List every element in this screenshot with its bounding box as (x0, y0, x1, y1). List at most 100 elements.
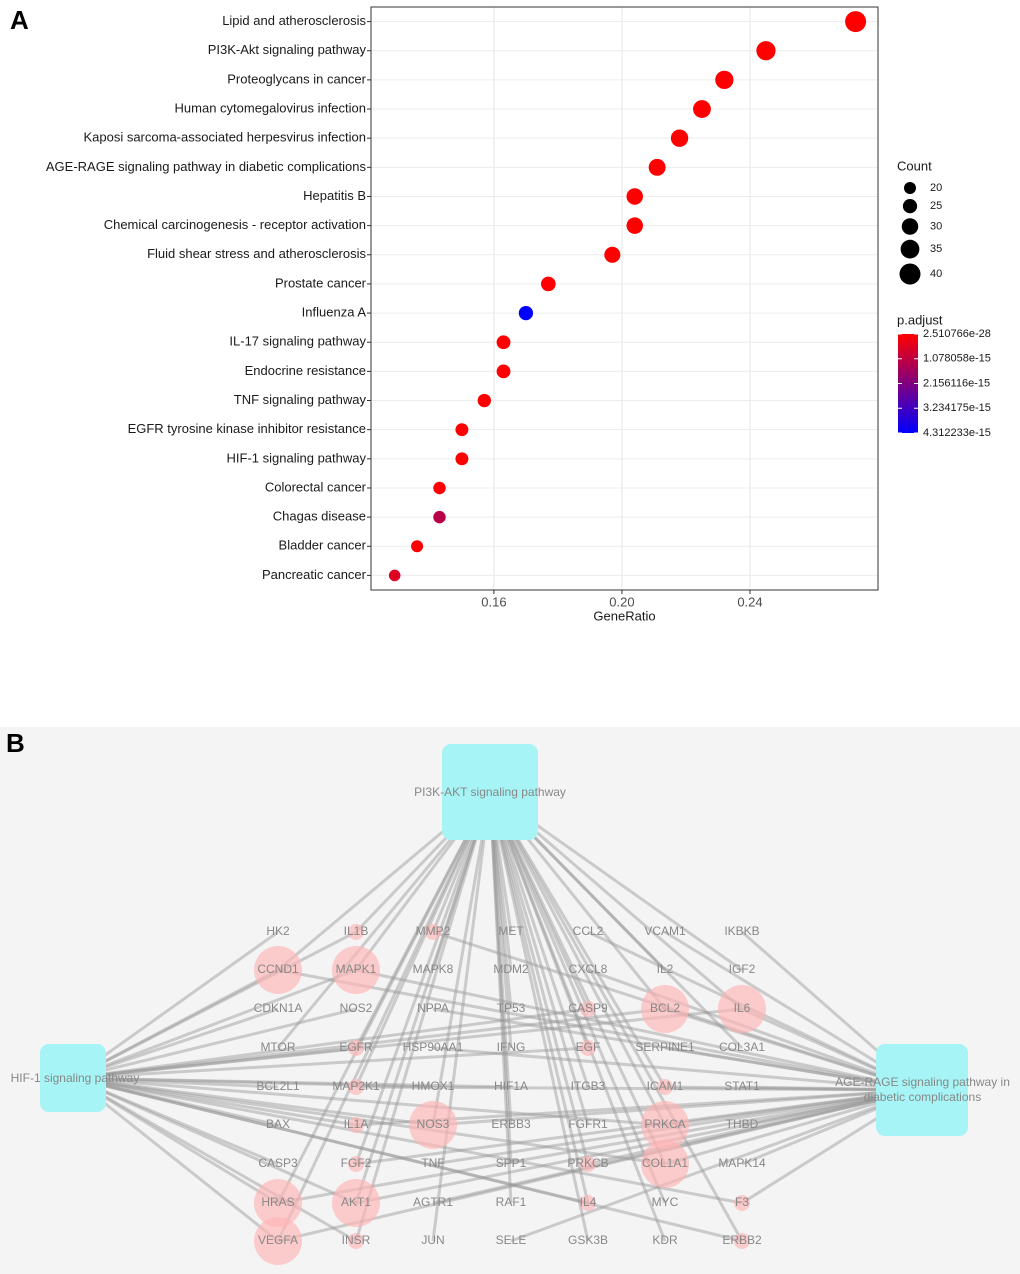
edge (488, 791, 590, 1088)
gene-label: RAF1 (496, 1195, 527, 1209)
gene-node (425, 924, 441, 940)
dot (715, 70, 734, 90)
gene-label: CDKN1A (254, 1001, 303, 1015)
gene-label: ICAM1 (647, 1079, 684, 1093)
gene-node (409, 1101, 457, 1149)
y-tick-label: EGFR tyrosine kinase inhibitor resistanc… (128, 421, 366, 436)
edge (276, 791, 492, 1242)
gene-node (348, 1079, 364, 1095)
gene-label: STAT1 (724, 1079, 760, 1093)
edge (276, 791, 492, 1204)
dot (845, 11, 867, 33)
gene-node (641, 1140, 689, 1188)
gene-label: COL3A1 (719, 1040, 765, 1054)
edge (488, 791, 590, 1204)
edge (432, 1007, 923, 1092)
edge (277, 1088, 923, 1243)
gene-node (718, 985, 766, 1033)
edge (277, 968, 923, 1092)
edge (431, 791, 492, 1242)
gene-node (580, 1156, 596, 1172)
edge (72, 1076, 279, 1089)
edge (510, 1088, 923, 1243)
y-tick-label: Endocrine resistance (245, 363, 366, 378)
y-tick-label: Bladder cancer (279, 538, 367, 553)
gene-label: BCL2L1 (256, 1079, 300, 1093)
gene-label: HIF1A (494, 1079, 528, 1093)
gene-label: IFNG (497, 1040, 526, 1054)
dot (433, 481, 446, 495)
gene-label: IGF2 (729, 962, 756, 976)
gene-label: MYC (652, 1195, 679, 1209)
gene-label: PRKCB (567, 1156, 608, 1170)
plot-border (370, 6, 879, 591)
gene-label: BCL2 (650, 1001, 680, 1015)
edge (72, 1076, 666, 1166)
edge (72, 1007, 279, 1080)
gene-label: MTOR (260, 1040, 295, 1054)
edge (72, 1046, 589, 1080)
edge (355, 1088, 923, 1166)
gene-node (580, 1040, 596, 1056)
edge (72, 1076, 434, 1127)
y-tick-label: Influenza A (302, 305, 367, 320)
edge (72, 1076, 434, 1089)
gene-label: HSP90AA1 (403, 1040, 464, 1054)
legend-title: p.adjust (897, 312, 943, 327)
gene-label: CASP3 (258, 1156, 298, 1170)
gene-label: ERBB2 (722, 1233, 762, 1247)
colorbar-label: 4.312233e-15 (923, 427, 991, 439)
edge (488, 791, 590, 1242)
y-tick-label: Hepatitis B (303, 188, 366, 203)
gene-node (641, 985, 689, 1033)
edge (354, 791, 492, 1165)
edge (72, 1007, 589, 1080)
legend-dot (899, 263, 921, 285)
gene-node (734, 1233, 750, 1249)
colorbar-label: 2.156116e-15 (923, 377, 990, 389)
edge (72, 1007, 666, 1080)
edge (72, 930, 357, 1080)
y-tick-label: Lipid and atherosclerosis (222, 13, 366, 28)
edge (72, 930, 279, 1080)
dot (626, 188, 643, 205)
gene-label: MAPK8 (413, 962, 454, 976)
edge (488, 791, 667, 1165)
hub-label: AGE-RAGE signaling pathway in diabetic c… (835, 1075, 1010, 1104)
y-tick-label: Colorectal cancer (265, 479, 367, 494)
gene-node (580, 1001, 596, 1017)
colorbar-label: 2.510766e-28 (923, 328, 991, 340)
gene-label: CXCL8 (569, 962, 608, 976)
gene-label: FGF2 (341, 1156, 372, 1170)
edge (277, 1088, 923, 1205)
edge (355, 1088, 923, 1205)
dot (411, 540, 424, 553)
gene-node (254, 1217, 302, 1265)
legend-label: 25 (930, 200, 942, 212)
gene-label: ITGB3 (571, 1079, 606, 1093)
edge (488, 791, 667, 1088)
edge (488, 791, 513, 1204)
edge (72, 1076, 279, 1166)
gene-label: F3 (735, 1195, 749, 1209)
y-tick-label: Chagas disease (273, 509, 366, 524)
gene-label: NOS3 (417, 1117, 450, 1131)
edge (72, 1076, 279, 1243)
gene-label: CASP9 (568, 1001, 608, 1015)
edge (72, 1076, 666, 1127)
edge (354, 791, 492, 1242)
dot (756, 41, 776, 61)
dot (518, 305, 534, 321)
gene-label: TP53 (497, 1001, 526, 1015)
x-axis-title: GeneRatio (593, 608, 655, 623)
gene-label: NPPA (417, 1001, 449, 1015)
legend-label: 30 (930, 220, 942, 232)
dot (626, 217, 643, 234)
dot (693, 100, 711, 118)
x-tick-label: 0.16 (481, 594, 506, 609)
gene-label: IL2 (657, 962, 674, 976)
gene-node (348, 1040, 364, 1056)
edge (488, 791, 590, 1165)
x-tick-label: 0.24 (737, 594, 762, 609)
